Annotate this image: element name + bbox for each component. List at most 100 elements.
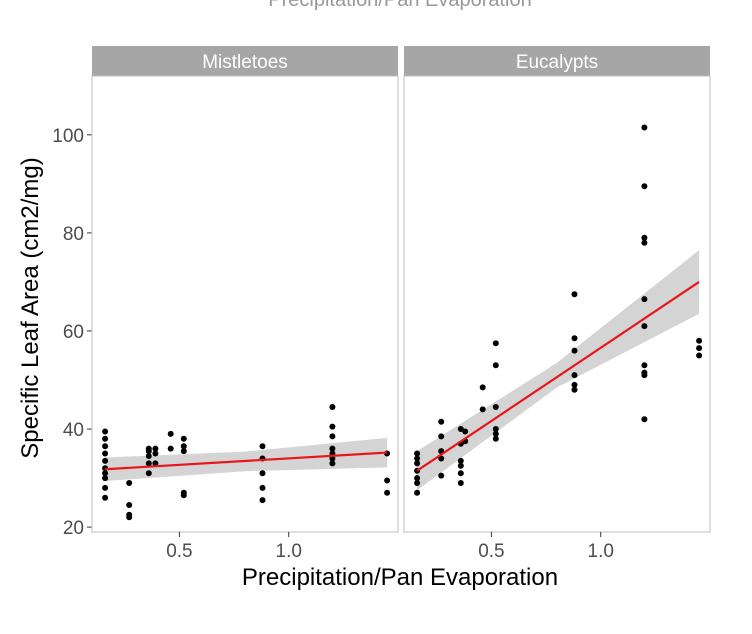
data-point (180, 435, 187, 442)
data-point (571, 291, 578, 298)
data-point (180, 492, 187, 499)
data-point (102, 428, 109, 435)
panel-eucalypts: Eucalypts 0.5 1.0 (403, 46, 711, 562)
data-point (102, 435, 109, 442)
data-point (329, 445, 336, 452)
confidence-band (417, 250, 700, 491)
data-point (145, 448, 152, 455)
chart-title: Precipitation/Pan Evaporation (268, 0, 532, 11)
data-point (102, 450, 109, 457)
panel-mistletoes: Mistletoes 0.5 1.0 (91, 46, 399, 562)
data-point (492, 362, 499, 369)
data-point (259, 497, 266, 504)
x-tick-label: 1.0 (276, 541, 302, 562)
data-point (102, 484, 109, 491)
data-point (102, 494, 109, 501)
data-point (180, 448, 187, 455)
data-point (152, 460, 159, 467)
confidence-band (105, 437, 388, 481)
data-point (384, 489, 391, 496)
data-point (438, 433, 445, 440)
data-point (479, 406, 486, 413)
data-point (641, 124, 648, 131)
data-point (641, 323, 648, 330)
data-point (641, 372, 648, 379)
data-point (571, 347, 578, 354)
data-point (492, 435, 499, 442)
y-tick-label: 20 (63, 518, 84, 539)
data-point (414, 460, 421, 467)
data-point (102, 443, 109, 450)
data-point (641, 183, 648, 190)
data-point (145, 453, 152, 459)
data-point (145, 470, 152, 477)
data-point (329, 460, 336, 467)
x-tick-label: 0.5 (478, 541, 504, 562)
data-point (438, 472, 445, 479)
data-point (126, 502, 133, 508)
data-point (145, 460, 152, 467)
y-tick-label: 40 (63, 420, 84, 441)
data-point (329, 423, 336, 430)
y-tick-label: 80 (63, 224, 84, 245)
y-tick-label: 60 (63, 322, 84, 343)
data-point (571, 381, 578, 388)
data-point (102, 475, 109, 482)
data-point (414, 480, 421, 486)
data-point (329, 404, 336, 410)
data-point (457, 457, 464, 464)
data-point (414, 455, 421, 462)
data-point (641, 416, 648, 423)
data-point (696, 345, 703, 352)
data-point (492, 430, 499, 437)
data-point (329, 433, 336, 440)
data-point (571, 386, 578, 393)
data-point (696, 352, 703, 359)
data-point (259, 484, 266, 491)
strip-label: Eucalypts (516, 52, 598, 73)
strip-background (92, 46, 398, 76)
data-point (180, 443, 187, 450)
data-point (457, 426, 464, 432)
data-point (102, 470, 109, 477)
data-point (641, 362, 648, 369)
strip-background (404, 46, 710, 76)
data-point (571, 372, 578, 379)
data-point (329, 455, 336, 462)
data-point (457, 470, 464, 477)
x-axis-title: Precipitation/Pan Evaporation (242, 564, 558, 591)
data-point (641, 239, 648, 246)
data-point (457, 462, 464, 469)
data-point (384, 477, 391, 484)
data-point (167, 430, 174, 437)
data-point (438, 455, 445, 462)
regression-line (105, 451, 388, 471)
y-tick-label: 100 (52, 126, 84, 147)
data-point (641, 296, 648, 303)
data-point (457, 480, 464, 486)
data-point (414, 475, 421, 482)
data-point (259, 443, 266, 450)
data-point (126, 514, 133, 521)
y-axis-title: Specific Leaf Area (cm2/mg) (17, 157, 44, 458)
data-point (641, 234, 648, 241)
x-tick-label: 0.5 (166, 541, 192, 562)
panels-layer: 20 40 60 80 100 Mistletoes 0.5 1.0 Eucalypts 0.5 1… (52, 46, 711, 562)
data-point (492, 340, 499, 347)
x-tick-label: 1.0 (588, 541, 614, 562)
data-point (414, 450, 421, 457)
data-point (259, 470, 266, 477)
data-point (696, 337, 703, 344)
data-point (479, 384, 486, 391)
regression-line (416, 281, 700, 472)
data-point (152, 450, 159, 457)
data-point (492, 404, 499, 410)
data-point (492, 426, 499, 432)
data-point (126, 480, 133, 486)
data-point (462, 428, 469, 435)
strip-label: Mistletoes (202, 52, 288, 73)
data-point (102, 457, 109, 464)
data-point (152, 445, 159, 452)
data-point (414, 489, 421, 496)
